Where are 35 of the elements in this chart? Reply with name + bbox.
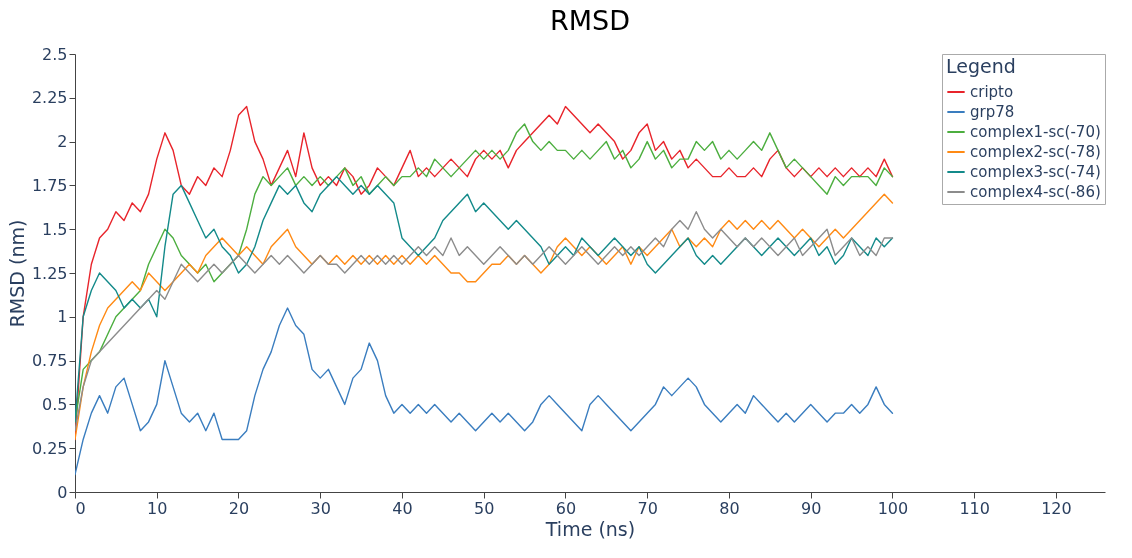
x-tick-label: 50	[474, 498, 495, 518]
legend-label: complex3-sc(-74)	[970, 163, 1101, 181]
legend-label: complex4-sc(-86)	[970, 183, 1101, 201]
y-axis-title: RMSD (nm)	[5, 219, 28, 328]
y-tick-label: 1	[57, 307, 68, 327]
x-tick-label: 80	[719, 498, 740, 518]
chart-title: RMSD	[550, 5, 630, 36]
legend-title: Legend	[946, 55, 1016, 77]
y-tick-label: 2.25	[31, 88, 68, 108]
y-tick-label: 0.25	[31, 438, 68, 458]
y-tick-label: 1.25	[31, 263, 68, 283]
x-tick-label: 70	[637, 498, 658, 518]
x-tick-label: 60	[555, 498, 577, 518]
x-tick-label: 90	[801, 498, 822, 518]
y-tick-label: 0	[57, 482, 68, 502]
x-tick-label: 30	[310, 498, 331, 518]
legend-label: complex1-sc(-70)	[970, 123, 1101, 141]
line-series	[75, 307, 894, 476]
y-tick-label: 2.5	[42, 44, 68, 64]
x-tick-label: 20	[228, 498, 250, 518]
x-tick-label: 10	[147, 498, 168, 518]
x-axis-title: Time (ns)	[544, 517, 636, 540]
x-tick-label: 110	[959, 498, 990, 518]
legend-label: complex2-sc(-78)	[970, 143, 1101, 161]
y-tick-label: 1.5	[42, 219, 68, 239]
x-tick-label: 100	[877, 498, 909, 518]
y-tick-label: 0.75	[31, 351, 68, 371]
y-tick-label: 2	[57, 132, 68, 152]
legend-label: grp78	[970, 103, 1015, 121]
y-tick-label: 0.5	[42, 394, 68, 414]
legend-label: cripto	[970, 83, 1014, 101]
x-tick-label: 120	[1041, 498, 1072, 518]
x-tick-label: 0	[75, 498, 86, 518]
y-tick-label: 1.75	[31, 175, 68, 195]
x-tick-label: 40	[392, 498, 413, 518]
